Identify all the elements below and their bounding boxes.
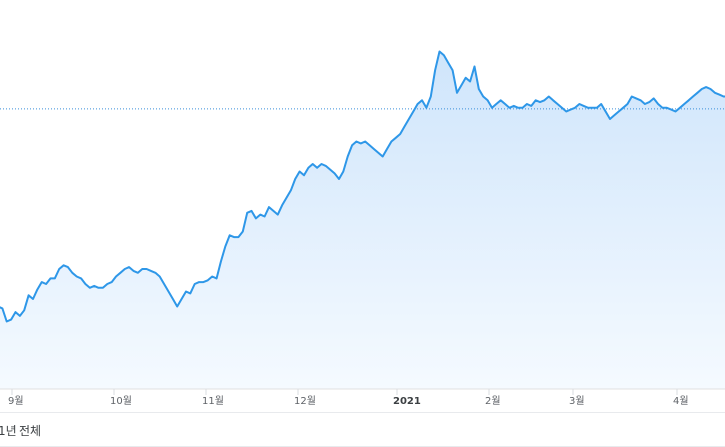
x-tick-label: 11월 [202,395,224,407]
x-tick-label: 3월 [569,395,585,407]
price-chart[interactable]: 9월 10월 11월 12월 2021 2월 3월 4월 [0,0,725,412]
x-tick-label: 2월 [485,395,501,407]
x-tick-label: 4월 [673,395,689,407]
range-tab-1y[interactable]: 1년 [0,424,17,438]
price-line [0,50,725,323]
range-tab-all[interactable]: 전체 [19,424,42,438]
x-tick-label: 9월 [8,395,24,407]
price-area [0,51,725,389]
range-selector: 1년 전체 [0,412,725,447]
x-tick-label: 2021 [393,396,421,407]
chart-canvas[interactable]: 9월 10월 11월 12월 2021 2월 3월 4월 [0,0,725,412]
x-tick-label: 12월 [294,395,316,407]
x-tick-label: 10월 [110,395,132,407]
